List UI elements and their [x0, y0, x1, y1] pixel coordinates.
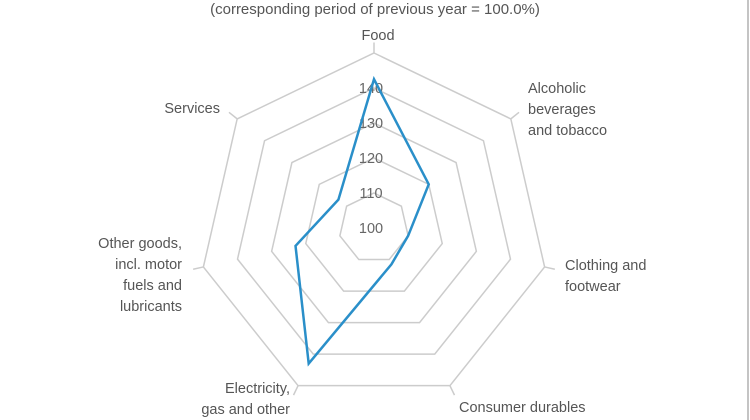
grid-ring — [202, 52, 546, 387]
grid-ring — [236, 87, 512, 355]
category-label: Other goods, — [98, 236, 182, 252]
category-label: beverages — [528, 102, 596, 118]
chart-subtitle: (corresponding period of previous year =… — [210, 1, 540, 18]
tick-label: 100 — [359, 221, 383, 237]
category-label: and tobacco — [528, 123, 607, 139]
category-label: Food — [361, 28, 394, 44]
tick-label: 110 — [359, 186, 382, 202]
category-label: gas and other — [201, 402, 290, 418]
axis-line — [292, 385, 299, 396]
category-label: incl. motor — [115, 257, 182, 273]
category-label: lubricants — [120, 299, 182, 315]
category-label: Alcoholic — [528, 81, 586, 97]
axis-line — [449, 385, 456, 396]
grid-ring — [270, 122, 478, 324]
axis-line — [544, 266, 556, 271]
tick-label: 130 — [359, 116, 383, 132]
category-label: fuels and — [123, 278, 182, 294]
grid-ring — [304, 157, 444, 292]
category-label: footwear — [565, 279, 621, 295]
series-line — [294, 75, 431, 367]
category-label: Consumer durables — [459, 400, 586, 416]
panel-border — [747, 0, 749, 420]
axis-line — [510, 111, 520, 120]
axis-line — [192, 266, 204, 271]
category-label: Electricity, — [225, 381, 290, 397]
category-label: Services — [164, 101, 220, 117]
axis-line — [228, 111, 238, 120]
category-label: Clothing and — [565, 258, 646, 274]
grid-ring — [339, 192, 409, 261]
tick-label: 120 — [359, 151, 383, 167]
